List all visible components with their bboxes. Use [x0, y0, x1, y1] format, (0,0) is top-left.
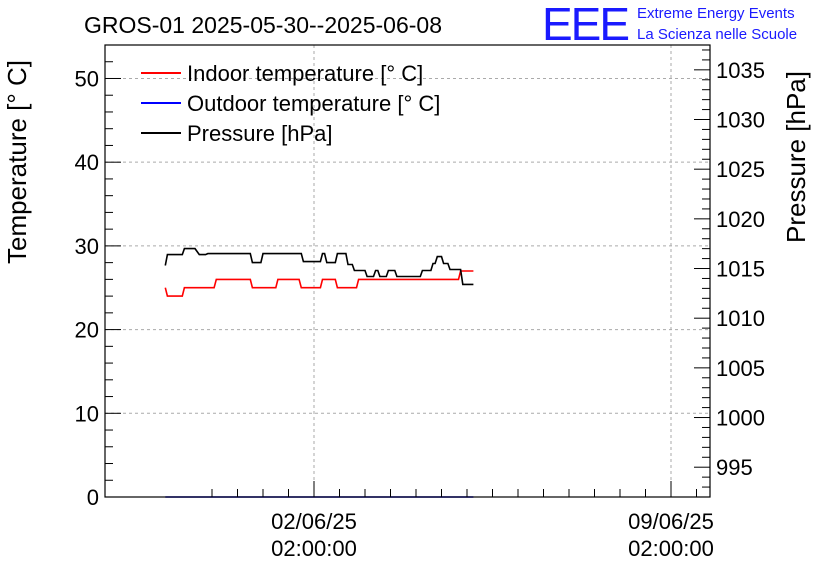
grid: [105, 45, 710, 497]
y-tick-label: 0: [87, 485, 99, 510]
y-axis-label: Temperature [° C]: [2, 60, 32, 264]
plot-frame: [104, 44, 711, 498]
series-layer: [164, 247, 474, 498]
y-tick-label: 40: [75, 150, 99, 175]
axes: 0102030405099510001005101010151020102510…: [75, 44, 765, 561]
legend-label: Pressure [hPa]: [187, 121, 333, 146]
logo-mark: EEE: [542, 0, 628, 50]
eee-logo: EEE Extreme Energy Events La Scienza nel…: [542, 0, 797, 50]
chart-title: GROS-01 2025-05-30--2025-06-08: [84, 12, 442, 38]
y-tick-label: 20: [75, 318, 99, 343]
y2-tick-label: 1000: [716, 406, 765, 431]
y2-tick-label: 1025: [716, 157, 765, 182]
legend-label: Outdoor temperature [° C]: [187, 91, 440, 116]
series-line-3: [164, 247, 474, 286]
y-tick-label: 50: [75, 66, 99, 91]
y2-tick-label: 1005: [716, 356, 765, 381]
y2-tick-label: 1010: [716, 306, 765, 331]
x-tick-label-date: 09/06/25: [628, 509, 714, 534]
series-line-1: [164, 270, 474, 297]
y2-tick-label: 995: [716, 455, 753, 480]
y-tick-label: 10: [75, 401, 99, 426]
legend: Indoor temperature [° C] Outdoor temperat…: [141, 61, 440, 146]
y2-tick-label: 1035: [716, 58, 765, 83]
y2-axis-label: Pressure [hPa]: [781, 71, 811, 243]
logo-line-1: Extreme Energy Events: [637, 5, 795, 22]
logo-line-2: La Scienza nelle Scuole: [637, 26, 797, 43]
y2-tick-label: 1020: [716, 207, 765, 232]
legend-label: Indoor temperature [° C]: [187, 61, 423, 86]
x-tick-label-date: 02/06/25: [271, 509, 357, 534]
y2-tick-label: 1015: [716, 257, 765, 282]
y-tick-label: 30: [75, 234, 99, 259]
x-tick-label-time: 02:00:00: [271, 536, 357, 561]
y2-tick-label: 1030: [716, 108, 765, 133]
x-tick-label-time: 02:00:00: [628, 536, 714, 561]
